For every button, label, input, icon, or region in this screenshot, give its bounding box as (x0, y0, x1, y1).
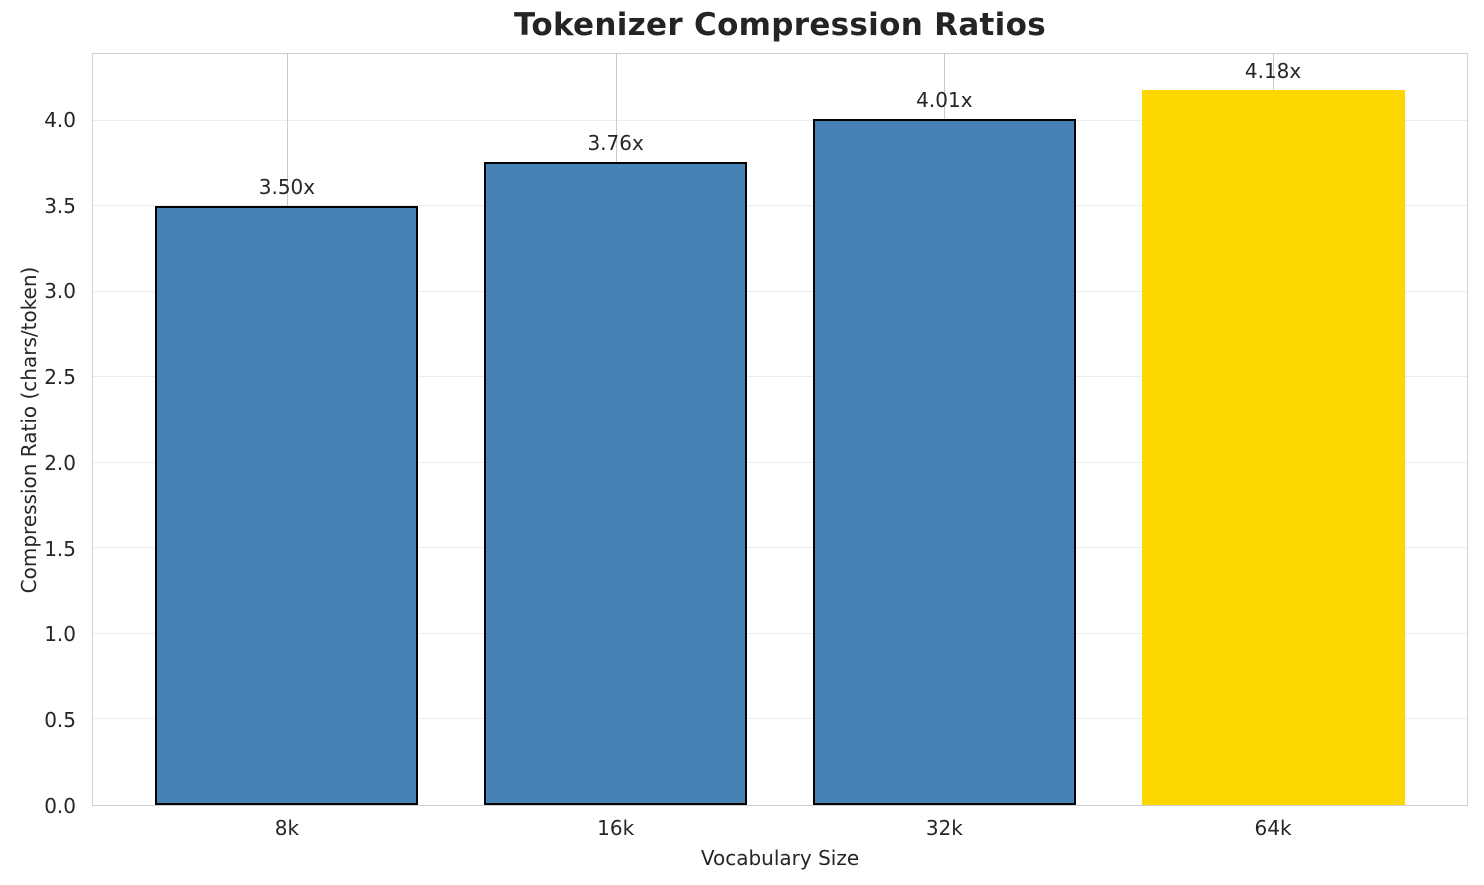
bar-16k (484, 161, 748, 805)
gridline-horizontal (93, 718, 1467, 720)
gridline-horizontal (93, 461, 1467, 463)
gridline-horizontal (93, 376, 1467, 378)
x-tick-label: 16k (597, 816, 635, 840)
y-tick-label: 1.5 (44, 536, 76, 561)
y-tick-label: 1.0 (44, 622, 76, 647)
gridline-horizontal (93, 205, 1467, 207)
x-tick-label: 8k (274, 816, 300, 840)
plot-area: 3.50x 8k 3.76x 16k 4.01x 32k 4.18x 64k (92, 53, 1468, 840)
bar-value-label: 3.76x (587, 130, 644, 155)
bar-value-label: 4.18x (1244, 58, 1302, 83)
gridline-horizontal (93, 290, 1467, 292)
x-axis-label: Vocabulary Size (700, 846, 860, 870)
x-tick-label: 32k (925, 816, 963, 840)
gridline-horizontal (93, 632, 1467, 634)
gridline-horizontal (93, 119, 1467, 121)
gridline-horizontal (93, 547, 1467, 549)
bar-32k (812, 119, 1076, 805)
bar-value-label: 4.01x (916, 88, 973, 113)
y-tick-label: 2.5 (44, 365, 76, 390)
bar-value-label: 3.50x (258, 175, 316, 200)
x-tick-label: 64k (1254, 816, 1292, 840)
bar-64k (1141, 89, 1405, 805)
y-tick-label: 0.5 (44, 708, 76, 733)
chart-title: Tokenizer Compression Ratios (514, 7, 1046, 43)
y-tick-label: 3.0 (44, 279, 76, 304)
y-tick-label: 2.0 (44, 450, 76, 475)
y-tick-label: 0.0 (44, 794, 76, 818)
y-tick-label: 3.5 (44, 193, 76, 218)
bar-8k (155, 206, 419, 805)
y-tick-label: 4.0 (44, 107, 76, 132)
